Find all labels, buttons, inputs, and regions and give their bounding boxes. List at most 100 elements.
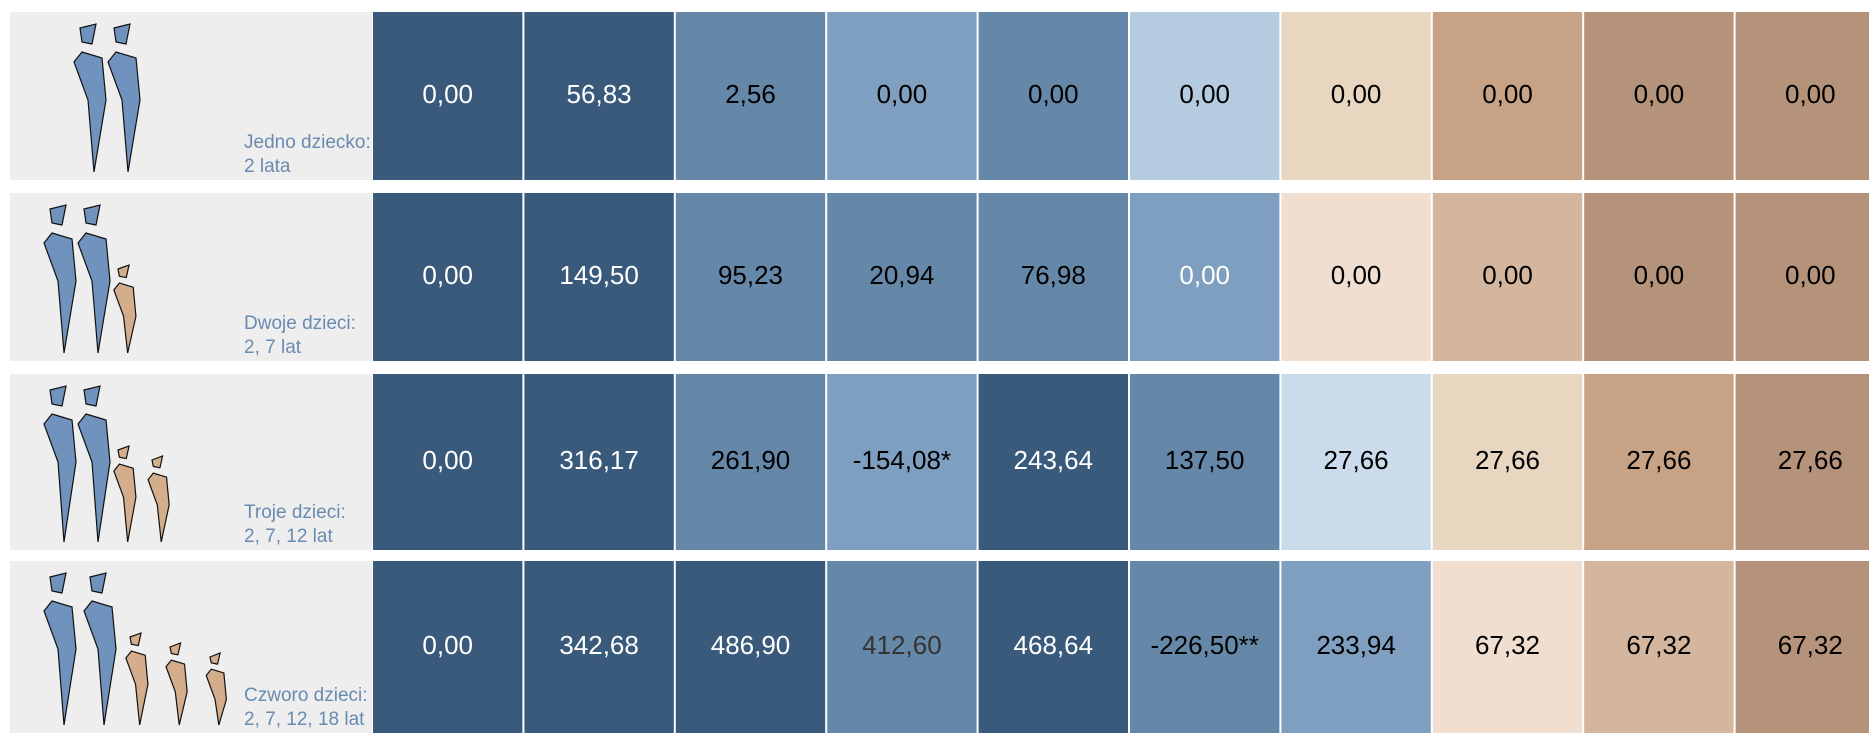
cell-value: 0,00 (1028, 79, 1079, 109)
cell-value: 412,60 (862, 630, 942, 660)
cell (675, 12, 826, 180)
figure-body (43, 232, 77, 354)
label-panel (10, 12, 372, 180)
cell-value: 149,50 (559, 260, 639, 290)
cell (675, 374, 826, 550)
cell (524, 374, 674, 550)
cell-value: 27,66 (1626, 445, 1691, 475)
cell (675, 561, 826, 733)
figure-body (77, 232, 111, 354)
cell-value: 468,64 (1014, 630, 1094, 660)
cell-value: 27,66 (1778, 445, 1843, 475)
cell-value: 0,00 (422, 630, 473, 660)
cell (373, 12, 523, 180)
family-icon (43, 572, 227, 726)
cell (1130, 561, 1280, 733)
cell (978, 12, 1128, 180)
cell (827, 193, 977, 361)
figure-head (89, 572, 107, 594)
cell (1281, 561, 1431, 733)
cell (524, 193, 674, 361)
cell (373, 561, 523, 733)
cell (1432, 561, 1583, 733)
cell (1735, 561, 1869, 733)
cell (1130, 374, 1280, 550)
cell-value: 76,98 (1021, 260, 1086, 290)
row-label: Jedno dziecko: (244, 132, 371, 153)
cell (1735, 374, 1869, 550)
figure-head (151, 455, 164, 469)
cell (1584, 374, 1734, 550)
figure-head (79, 23, 97, 45)
figure-head (113, 23, 131, 45)
cell (373, 193, 523, 361)
row-label: Dwoje dzieci: (244, 313, 356, 334)
cell (675, 193, 826, 361)
cell-value: 0,00 (1482, 260, 1533, 290)
cell-value: 67,32 (1626, 630, 1691, 660)
cell (1584, 561, 1734, 733)
figure-head (129, 632, 142, 647)
cell-value: 56,83 (567, 79, 632, 109)
row-label: 2, 7, 12 lat (244, 526, 333, 547)
cell (1130, 12, 1280, 180)
cell-value: 27,66 (1324, 445, 1389, 475)
figure-body (205, 668, 227, 726)
figure-body (147, 472, 170, 543)
family-icon (43, 385, 170, 543)
cell-value: 0,00 (1179, 260, 1230, 290)
cell (1130, 193, 1280, 361)
cell-value: 0,00 (877, 79, 928, 109)
figure-head (169, 642, 182, 656)
figure-head (117, 264, 130, 279)
cell (978, 374, 1128, 550)
cell-value: 27,66 (1475, 445, 1540, 475)
cell (978, 561, 1128, 733)
figure-body (125, 650, 149, 726)
cell-value: 316,17 (559, 445, 639, 475)
figure-body (83, 600, 117, 726)
row-label: Czworo dzieci: (244, 685, 368, 706)
figure-head (209, 652, 221, 665)
cell-value: 0,00 (1634, 79, 1685, 109)
cell-value: 233,94 (1316, 630, 1396, 660)
cell (1584, 12, 1734, 180)
figure-head (83, 204, 101, 226)
cell-value: 0,00 (1634, 260, 1685, 290)
cell-value: 0,00 (1482, 79, 1533, 109)
cell (827, 374, 977, 550)
cell (1584, 193, 1734, 361)
cell (1432, 12, 1583, 180)
cell-value: 95,23 (718, 260, 783, 290)
figure-body (73, 51, 107, 173)
cell-value: 486,90 (711, 630, 791, 660)
cell (1281, 12, 1431, 180)
family-icon (43, 204, 137, 354)
row-label: 2, 7, 12, 18 lat (244, 709, 365, 730)
cell (373, 374, 523, 550)
family-icon (73, 23, 141, 173)
figure-head (117, 445, 130, 460)
cell-value: -154,08* (853, 445, 951, 475)
cell (1432, 374, 1583, 550)
figure-body (165, 659, 188, 726)
figure-body (43, 413, 77, 543)
cell-value: 0,00 (1331, 79, 1382, 109)
figure-body (113, 282, 137, 354)
cell-value: 137,50 (1165, 445, 1245, 475)
figure-head (49, 204, 67, 226)
cell-value: 0,00 (1331, 260, 1382, 290)
cell-value: -226,50** (1150, 630, 1258, 660)
row-label: 2, 7 lat (244, 337, 302, 358)
figure-body (43, 600, 77, 726)
cell-value: 67,32 (1778, 630, 1843, 660)
cell-value: 20,94 (869, 260, 934, 290)
cell-value: 0,00 (422, 79, 473, 109)
cell-value: 261,90 (711, 445, 791, 475)
cell (1735, 193, 1869, 361)
cell-value: 0,00 (1785, 260, 1836, 290)
figure-head (49, 385, 67, 407)
cell (978, 193, 1128, 361)
